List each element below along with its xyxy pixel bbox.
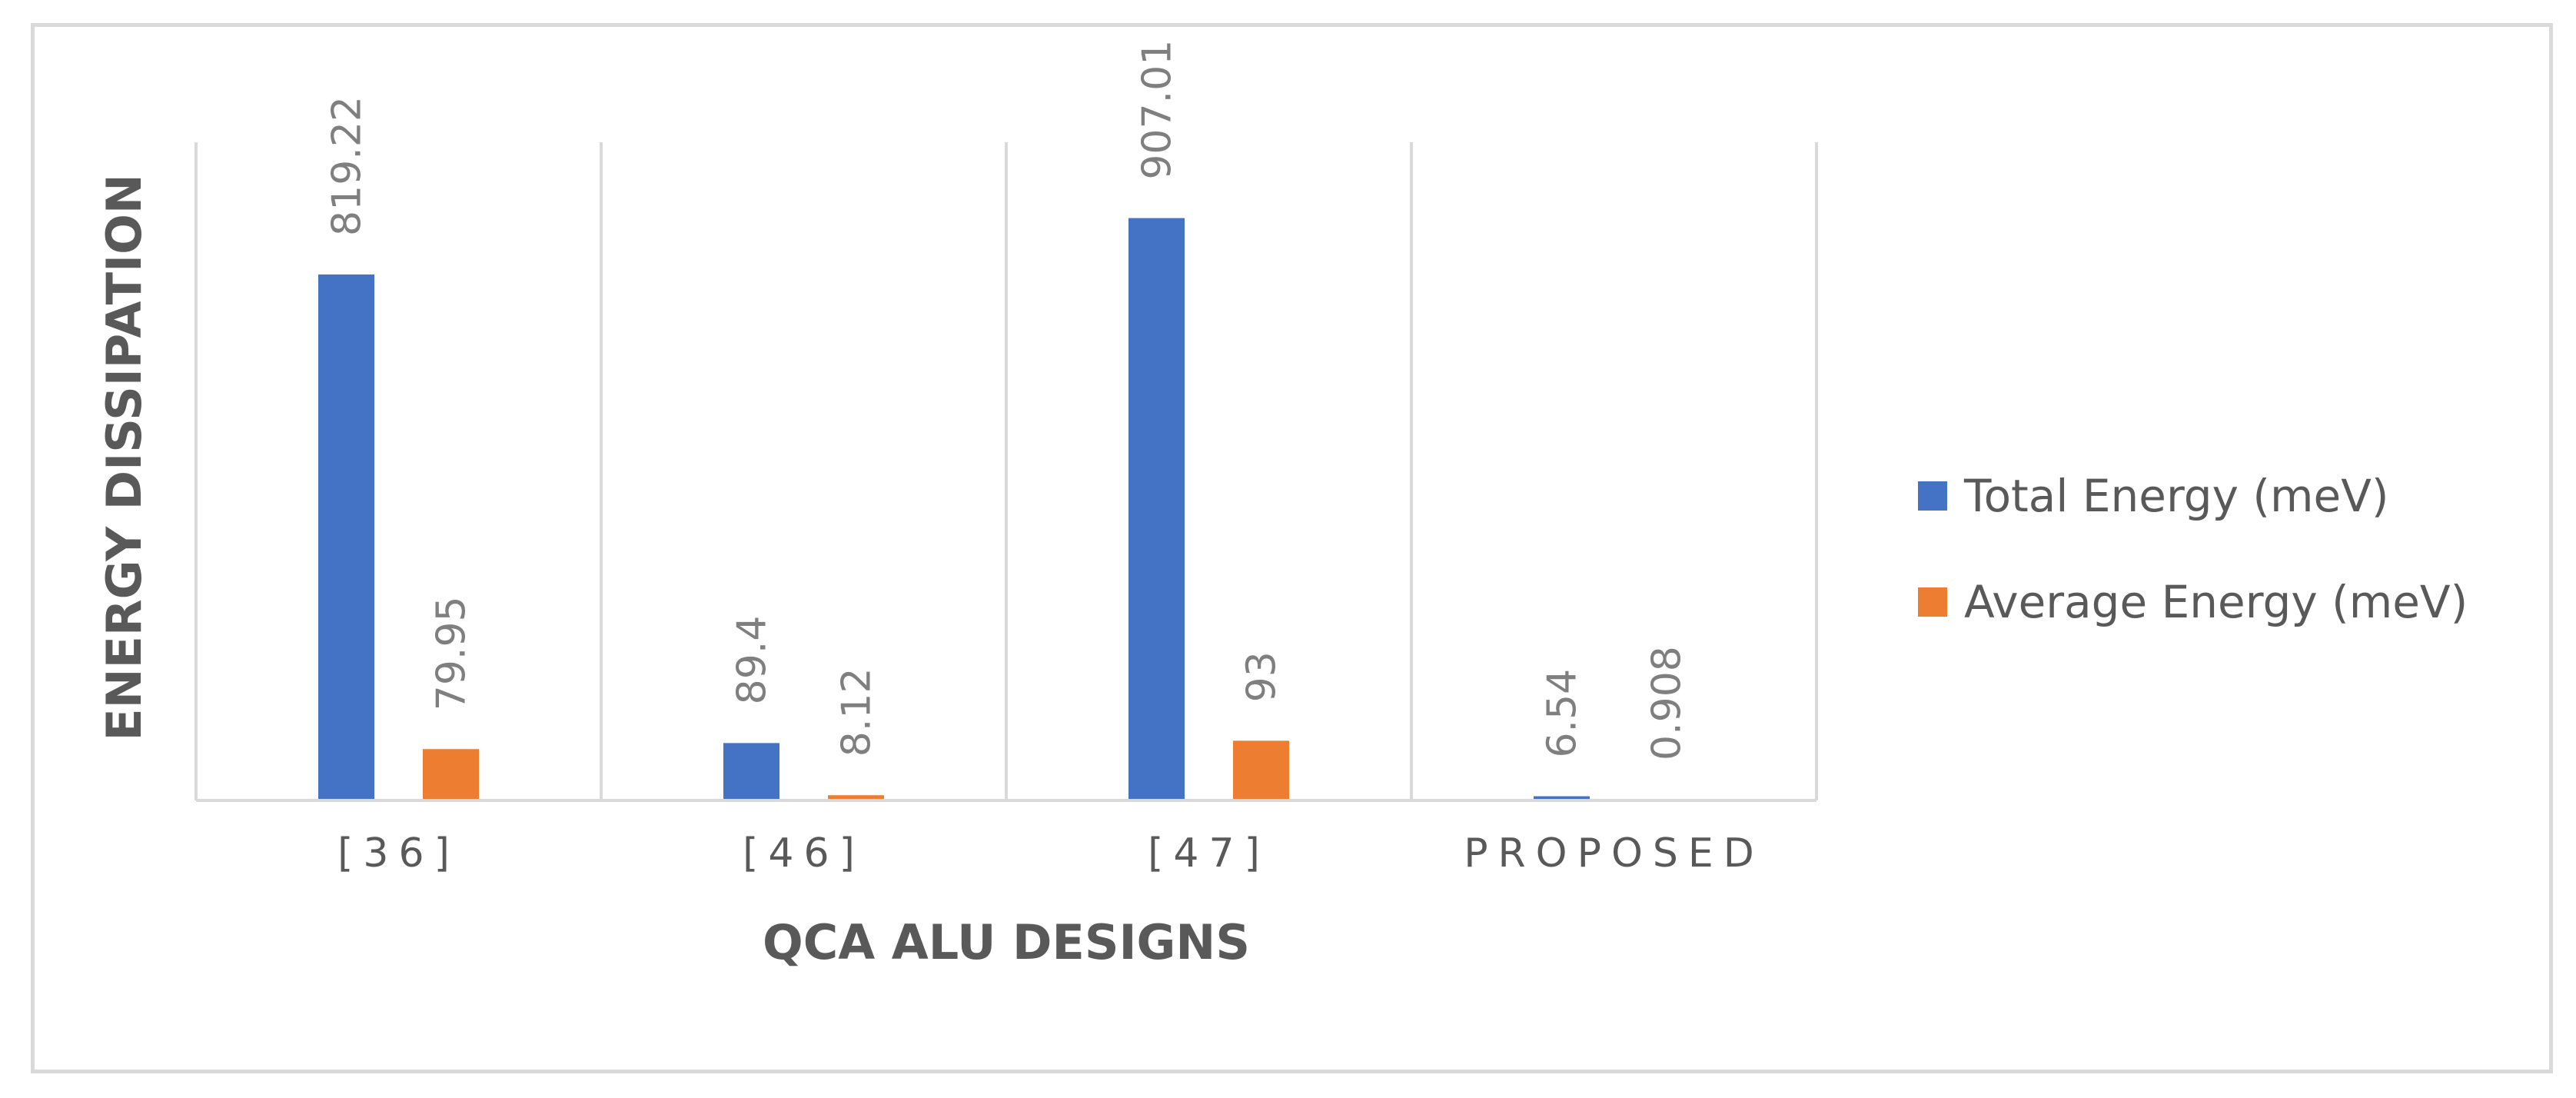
y-axis-title: ENERGY DISSIPATION	[96, 174, 152, 740]
x-axis-title: QCA ALU DESIGNS	[763, 914, 1250, 970]
data-label-average-2: 93	[1239, 651, 1285, 702]
chart-frame: 819.22 79.95 89.4 8.12 907.01 93 6.54 0.908 [36…	[31, 23, 2553, 1073]
data-label-average-3: 0.908	[1644, 646, 1690, 760]
data-labels: 819.22 79.95 89.4 8.12 907.01 93 6.54 0.908	[324, 40, 1690, 760]
data-label-total-2: 907.01	[1135, 40, 1181, 180]
data-label-average-0: 79.95	[429, 596, 475, 710]
category-separators	[194, 142, 1818, 800]
bar-total-1	[723, 743, 779, 800]
data-label-total-0: 819.22	[324, 96, 371, 236]
bar-total-2	[1128, 218, 1185, 800]
category-labels: [36] [46] [47] PROPOSED	[337, 830, 1764, 877]
legend-swatch-0	[1918, 481, 1947, 511]
legend: Total Energy (meV) Average Energy (meV)	[1918, 470, 2468, 628]
legend-label-0: Total Energy (meV)	[1963, 470, 2389, 522]
data-label-total-1: 89.4	[730, 616, 776, 705]
bar-average-2	[1233, 740, 1289, 800]
legend-label-1: Average Energy (meV)	[1964, 576, 2468, 628]
bars	[318, 218, 1694, 800]
data-label-total-3: 6.54	[1540, 669, 1586, 758]
bar-chart: 819.22 79.95 89.4 8.12 907.01 93 6.54 0.908 [36…	[96, 40, 2468, 970]
bar-total-3	[1534, 796, 1590, 800]
bar-average-0	[423, 749, 479, 800]
category-label-0: [36]	[337, 830, 460, 877]
category-label-2: [47]	[1148, 830, 1270, 877]
legend-swatch-1	[1918, 587, 1947, 617]
category-label-3: PROPOSED	[1464, 830, 1764, 877]
category-label-1: [46]	[743, 830, 865, 877]
data-label-average-1: 8.12	[834, 667, 880, 757]
bar-total-0	[318, 274, 374, 800]
bar-average-1	[828, 795, 884, 800]
